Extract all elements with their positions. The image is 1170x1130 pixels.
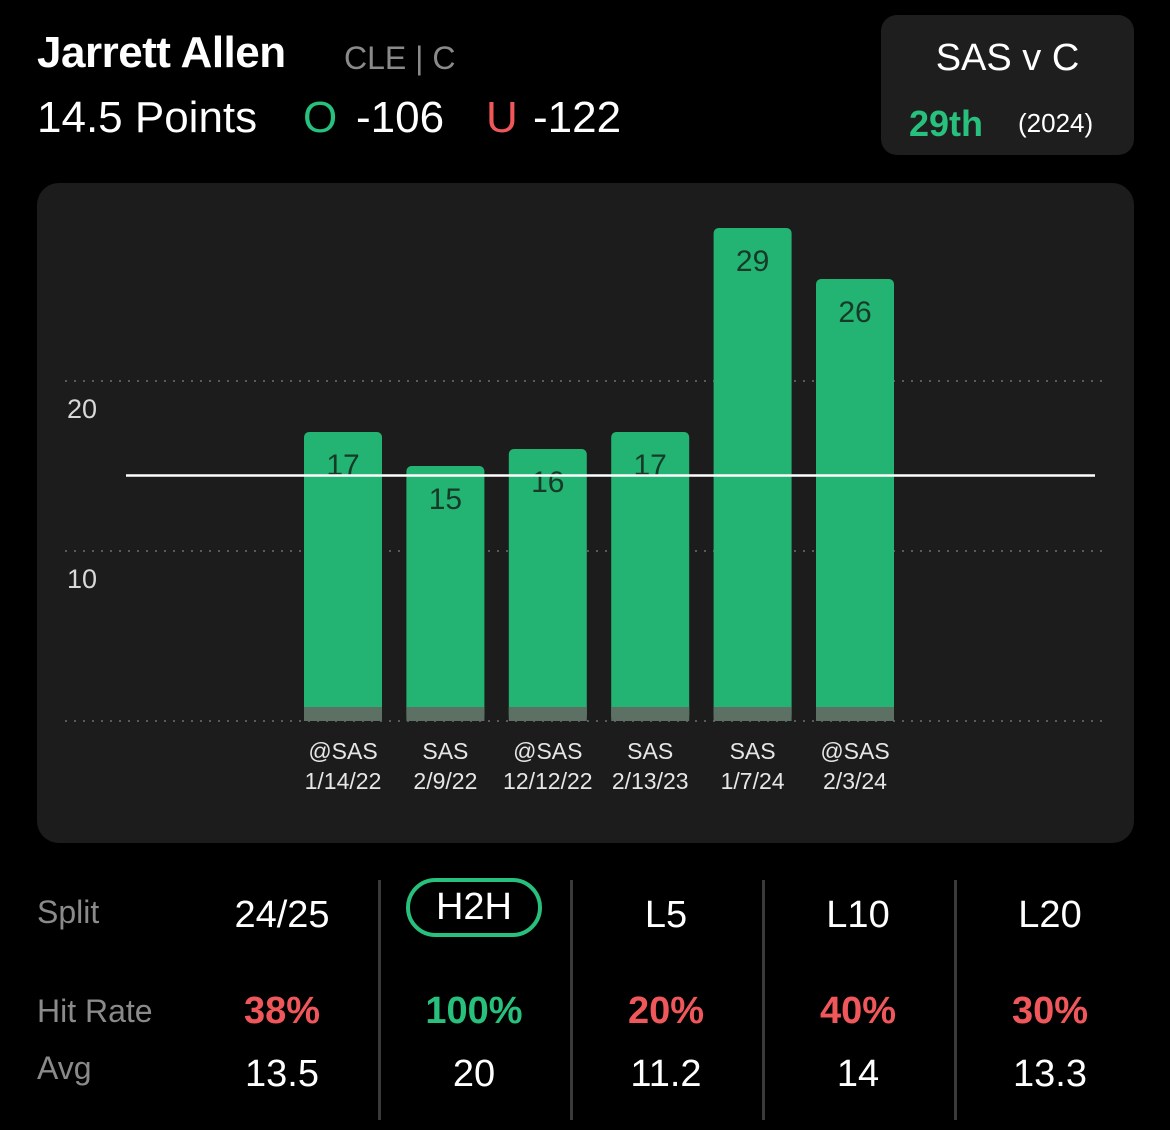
- bar-base: [713, 707, 792, 721]
- y-tick-label: 10: [67, 564, 97, 594]
- matchup-card[interactable]: SAS v C 29th (2024): [881, 15, 1134, 155]
- x-tick-label-date: 2/3/24: [823, 768, 887, 794]
- bar: [304, 432, 382, 721]
- split-tab-l10[interactable]: L10: [763, 894, 953, 937]
- avg-value: 14: [836, 1053, 880, 1095]
- hit-rate-value: 100%: [425, 990, 523, 1032]
- bar-base: [406, 707, 485, 721]
- avg-value: 20: [452, 1053, 496, 1095]
- hit-rate-row-label: Hit Rate: [37, 993, 153, 1029]
- bar-value-label: 15: [429, 483, 462, 516]
- x-tick-label-date: 1/7/24: [721, 768, 785, 794]
- bar-value-label: 17: [326, 449, 359, 482]
- under-odds[interactable]: -122: [533, 93, 622, 142]
- bar-base: [611, 707, 690, 721]
- column-divider: [378, 880, 381, 1120]
- player-name: Jarrett Allen: [37, 28, 286, 77]
- team-position: CLE | C: [344, 40, 456, 76]
- bar-base: [816, 707, 894, 721]
- split-tab-h2h[interactable]: H2H: [379, 878, 569, 937]
- bar-base: [304, 707, 382, 721]
- bar: [816, 279, 894, 721]
- x-tick-label-opponent: SAS: [627, 738, 673, 764]
- matchup-year: (2024): [1018, 108, 1094, 138]
- x-tick-label-date: 2/9/22: [413, 768, 477, 794]
- bar-base: [508, 707, 587, 721]
- prop-line: 14.5 Points: [37, 93, 258, 142]
- hit-rate-value: 30%: [1011, 990, 1089, 1032]
- x-tick-label-date: 12/12/22: [503, 768, 593, 794]
- x-tick-label-opponent: SAS: [422, 738, 468, 764]
- x-tick-label-opponent: @SAS: [513, 738, 582, 764]
- bar: [406, 466, 485, 721]
- split-tab-label: L20: [1018, 894, 1082, 936]
- avg-row-label: Avg: [37, 1050, 92, 1086]
- x-tick-label-opponent: @SAS: [820, 738, 889, 764]
- over-label[interactable]: O: [303, 93, 338, 142]
- x-tick-label-date: 2/13/23: [612, 768, 689, 794]
- column-divider: [762, 880, 765, 1120]
- bar: [508, 449, 587, 721]
- points-bar-chart: 10 20 17 @SAS 1/14/22 15 SAS 2/9/22 16 @SAS 12/12/…: [65, 228, 1103, 794]
- bar-value-label: 26: [838, 296, 871, 329]
- bar: [611, 432, 690, 721]
- split-tab-l5[interactable]: L5: [571, 894, 761, 937]
- bar-value-label: 17: [634, 449, 667, 482]
- split-row-label: Split: [37, 894, 100, 930]
- avg-value: 13.5: [245, 1053, 319, 1095]
- split-tab-label: H2H: [405, 878, 543, 937]
- split-tab-label: 24/25: [234, 894, 330, 936]
- matchup-rank: 29th: [909, 103, 984, 144]
- over-odds[interactable]: -106: [356, 93, 445, 142]
- bar-value-label: 29: [736, 245, 769, 278]
- column-divider: [570, 880, 573, 1120]
- x-tick-label-opponent: SAS: [730, 738, 776, 764]
- column-divider: [954, 880, 957, 1120]
- y-tick-label: 20: [67, 394, 97, 424]
- avg-value: 13.3: [1013, 1053, 1087, 1095]
- x-tick-label-date: 1/14/22: [305, 768, 382, 794]
- stats-table: Split Hit Rate Avg 24/25 38% 13.5 H2H 100% 20…: [0, 870, 1170, 1130]
- under-label[interactable]: U: [486, 93, 518, 142]
- avg-value: 11.2: [630, 1053, 702, 1095]
- matchup-title: SAS v C: [935, 37, 1080, 79]
- hit-rate-value: 20%: [627, 990, 705, 1032]
- chart-card: 10 20 17 @SAS 1/14/22 15 SAS 2/9/22 16 @SAS 12/12/…: [37, 183, 1134, 843]
- split-tab-label: L10: [826, 894, 890, 936]
- bar-value-label: 16: [531, 466, 564, 499]
- split-tab-l20[interactable]: L20: [955, 894, 1145, 937]
- split-tab-label: L5: [644, 894, 688, 936]
- split-tab-24-25[interactable]: 24/25: [187, 894, 377, 937]
- hit-rate-value: 38%: [243, 990, 321, 1032]
- x-tick-label-opponent: @SAS: [308, 738, 377, 764]
- hit-rate-value: 40%: [819, 990, 897, 1032]
